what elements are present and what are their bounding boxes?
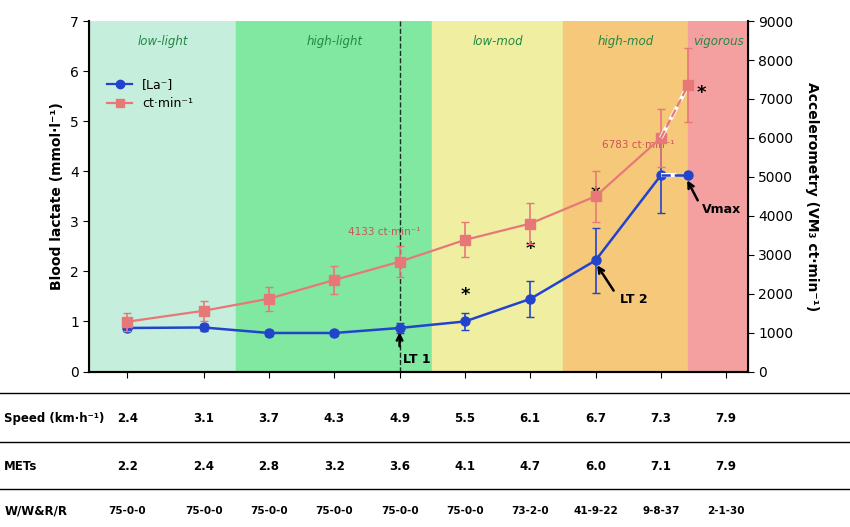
Text: 9-8-37: 9-8-37 — [642, 506, 680, 516]
Text: low-mod: low-mod — [473, 35, 523, 48]
Text: *: * — [591, 185, 600, 203]
Text: 7.9: 7.9 — [716, 413, 737, 425]
Text: 75-0-0: 75-0-0 — [109, 506, 146, 516]
Text: *: * — [696, 84, 706, 102]
Text: 7.1: 7.1 — [650, 460, 672, 473]
Text: METs: METs — [4, 460, 37, 473]
Text: LT 2: LT 2 — [620, 293, 647, 306]
Text: 6.1: 6.1 — [519, 413, 541, 425]
Text: 4.7: 4.7 — [519, 460, 541, 473]
Text: high-mod: high-mod — [598, 35, 654, 48]
Text: 6.7: 6.7 — [585, 413, 606, 425]
Text: low-light: low-light — [138, 35, 188, 48]
Y-axis label: Blood lactate (mmol·l⁻¹): Blood lactate (mmol·l⁻¹) — [50, 102, 65, 290]
Text: 7.3: 7.3 — [650, 413, 672, 425]
Text: LT 1: LT 1 — [403, 353, 430, 366]
Text: 2.4: 2.4 — [193, 460, 214, 473]
Text: 2.8: 2.8 — [258, 460, 280, 473]
Text: 73-2-0: 73-2-0 — [512, 506, 549, 516]
Text: 75-0-0: 75-0-0 — [250, 506, 287, 516]
Text: *: * — [460, 287, 470, 305]
Text: 2.2: 2.2 — [117, 460, 138, 473]
Text: 6783 ct·min⁻¹: 6783 ct·min⁻¹ — [602, 140, 675, 150]
Text: Vmax: Vmax — [702, 203, 741, 216]
Y-axis label: Accelerometry (VM₃ ct·min⁻¹): Accelerometry (VM₃ ct·min⁻¹) — [805, 82, 819, 311]
Text: 4.3: 4.3 — [324, 413, 345, 425]
Text: vigorous: vigorous — [693, 35, 744, 48]
Bar — [688, 21, 748, 372]
Text: 41-9-22: 41-9-22 — [573, 506, 618, 516]
Text: 7.9: 7.9 — [716, 460, 737, 473]
Bar — [89, 21, 236, 372]
Text: 4.1: 4.1 — [455, 460, 475, 473]
Text: 75-0-0: 75-0-0 — [315, 506, 353, 516]
Text: 75-0-0: 75-0-0 — [184, 506, 223, 516]
Bar — [433, 21, 563, 372]
Bar — [236, 21, 433, 372]
Text: 3.6: 3.6 — [389, 460, 410, 473]
Text: 3.2: 3.2 — [324, 460, 345, 473]
Text: 75-0-0: 75-0-0 — [381, 506, 418, 516]
Text: 75-0-0: 75-0-0 — [446, 506, 484, 516]
Bar — [563, 21, 688, 372]
Text: *: * — [525, 240, 535, 258]
Legend: [La⁻], ct·min⁻¹: [La⁻], ct·min⁻¹ — [102, 73, 198, 115]
Text: 2-1-30: 2-1-30 — [707, 506, 745, 516]
Text: W/W&R/R: W/W&R/R — [4, 505, 67, 518]
Text: 5.5: 5.5 — [455, 413, 475, 425]
Text: 3.1: 3.1 — [193, 413, 214, 425]
Text: 6.0: 6.0 — [585, 460, 606, 473]
Text: 4.9: 4.9 — [389, 413, 411, 425]
Text: 3.7: 3.7 — [258, 413, 280, 425]
Text: Speed (km·h⁻¹): Speed (km·h⁻¹) — [4, 413, 105, 425]
Text: high-light: high-light — [306, 35, 362, 48]
Text: 2.4: 2.4 — [116, 413, 138, 425]
Text: 4133 ct·min⁻¹: 4133 ct·min⁻¹ — [348, 227, 421, 237]
